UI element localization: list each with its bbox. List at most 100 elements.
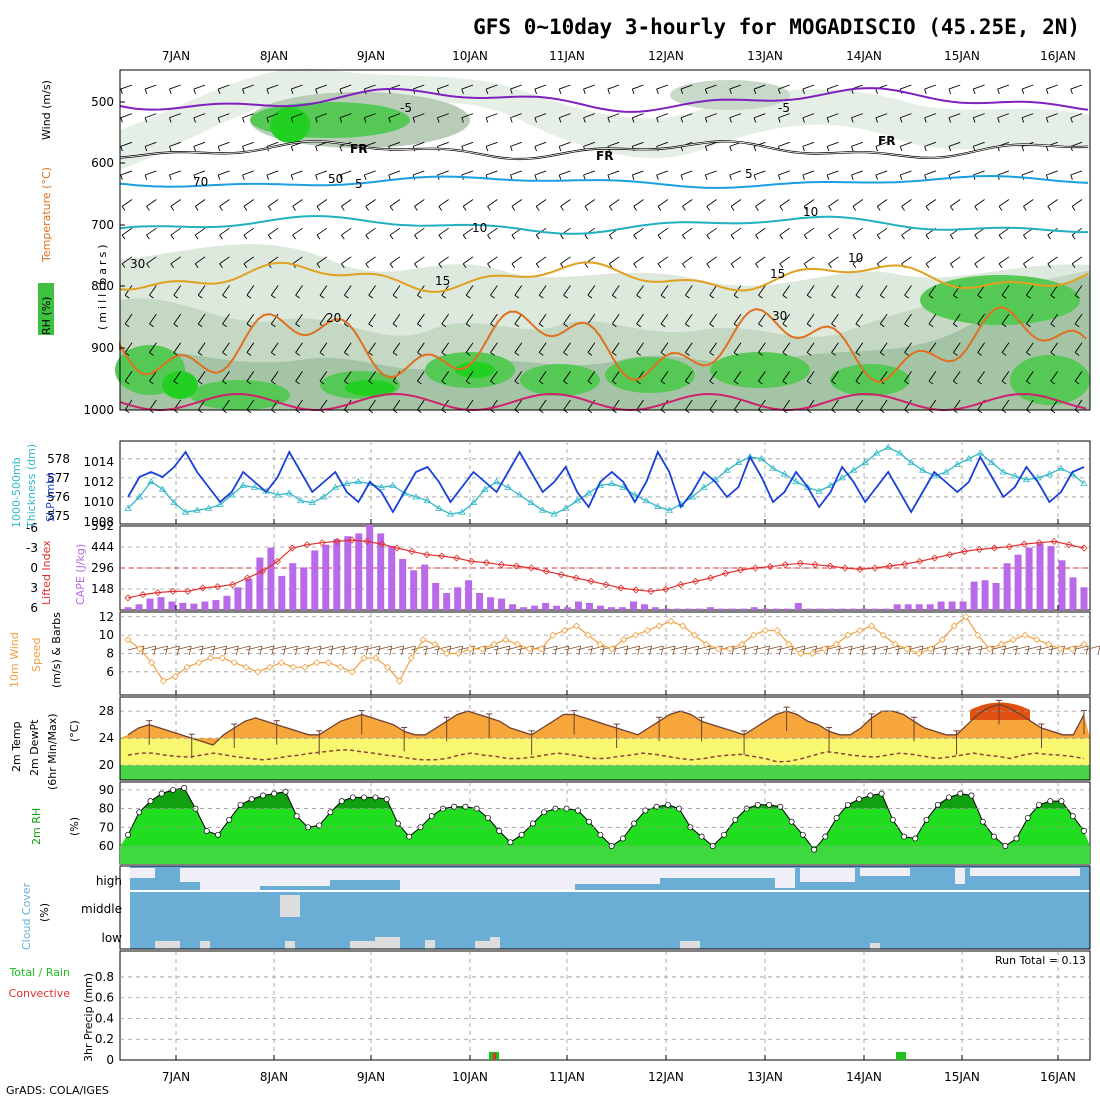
wind-barb-flag xyxy=(315,174,318,180)
wind-barb-flag xyxy=(977,294,983,299)
wind10-speed-point xyxy=(620,636,628,644)
wind-barb-flag xyxy=(924,146,927,152)
wind10-barb xyxy=(694,645,711,651)
wind-barb xyxy=(510,113,522,119)
thickness-point xyxy=(170,498,178,506)
wind-barb-flag xyxy=(953,294,958,299)
wind-barb xyxy=(339,170,352,176)
li-point xyxy=(1035,539,1043,547)
wind10-barb xyxy=(281,645,298,651)
li-point xyxy=(348,536,356,544)
li-point xyxy=(557,571,565,579)
cape-bar xyxy=(772,608,780,610)
wind-barb-flag xyxy=(950,234,954,240)
wind-barb-flag xyxy=(612,380,617,385)
wind-barb-flag xyxy=(485,88,489,94)
wind-barb-flag xyxy=(193,117,196,123)
wind-barb xyxy=(392,399,401,411)
wind-barb-flag xyxy=(704,174,708,180)
wind10-barb xyxy=(753,645,770,651)
rh2m-point xyxy=(574,807,581,814)
wind-barb xyxy=(389,227,401,236)
rh2m-point xyxy=(181,785,188,791)
wind-barb xyxy=(437,84,449,90)
wind10-barb-flag xyxy=(318,645,322,656)
cloud-high-gap xyxy=(660,868,775,878)
wind-barb xyxy=(365,199,376,207)
wind-barb-flag xyxy=(1023,234,1027,240)
wind-barb xyxy=(705,141,717,147)
wind10-speed-point xyxy=(655,622,663,630)
wind-barb-flag xyxy=(120,174,123,180)
wind10-barb-flag xyxy=(613,645,617,656)
rh2m-point xyxy=(215,831,221,838)
wind-barb xyxy=(514,342,523,353)
day-label-bottom: 12JAN xyxy=(648,1070,684,1084)
wind-barb-flag xyxy=(924,174,927,180)
wind-barb xyxy=(778,170,790,176)
wind-barb-flag xyxy=(777,88,781,94)
cape-bar xyxy=(893,604,901,610)
wind10-barb xyxy=(163,645,180,651)
wind-barb xyxy=(120,170,133,176)
thickness-point xyxy=(654,502,662,509)
wind-barb xyxy=(607,170,620,176)
wind-barb xyxy=(417,371,425,382)
rh2m-point xyxy=(777,803,784,810)
cape-bar xyxy=(289,563,297,610)
wind-barb-flag xyxy=(997,117,1000,123)
thickness-point xyxy=(631,491,639,498)
wind-barb xyxy=(977,285,985,296)
wind10-barb-flag xyxy=(1026,645,1030,656)
wind-barb xyxy=(222,313,230,325)
wind-barb-flag xyxy=(339,174,343,180)
wind-barb xyxy=(709,342,717,353)
day-label-top: 15JAN xyxy=(944,49,980,63)
wind10-barb-flag xyxy=(696,645,700,656)
wind10-barb xyxy=(965,645,983,651)
wind10-barb xyxy=(564,645,581,651)
wind-barb-flag xyxy=(124,294,130,299)
wind-barb-flag xyxy=(173,323,179,328)
wind-barb-flag xyxy=(292,206,296,211)
day-label-bottom: 13JAN xyxy=(747,1070,783,1084)
wind10-barb-flag xyxy=(767,645,770,656)
wind-barb xyxy=(583,84,595,90)
li-point xyxy=(677,581,685,589)
wind-barb xyxy=(733,371,742,382)
rh2m-point xyxy=(327,809,334,816)
wind-barb-flag xyxy=(758,352,763,356)
wind-barb-flag xyxy=(243,263,248,269)
precip-label-2: Convective xyxy=(9,987,71,1000)
pressure-tick-label: 1000 xyxy=(83,403,114,417)
wind10-barb-flag xyxy=(778,645,782,656)
top-day-labels: 7JAN 8JAN 9JAN 10JAN 11JAN 12JAN 13JAN 14JAN 15J… xyxy=(162,49,1076,63)
wind10-barb-flag xyxy=(401,645,405,656)
wind10-speed-point xyxy=(1033,636,1041,644)
wind-barb xyxy=(194,227,206,236)
wind-barb-flag xyxy=(608,206,613,211)
cape-bar xyxy=(1025,547,1033,610)
wind-barb xyxy=(782,371,791,382)
wind-barb-flag xyxy=(584,206,589,211)
wind-barb-flag xyxy=(901,234,905,240)
wind10-speed-point xyxy=(478,645,486,653)
wind-barb-flag xyxy=(899,146,903,152)
li-point xyxy=(512,562,520,570)
li-point xyxy=(796,559,804,567)
thickness-point xyxy=(343,479,351,486)
wind-barb-flag xyxy=(344,323,349,328)
wind-barb-flag xyxy=(120,117,123,123)
wind-barb xyxy=(682,227,693,236)
wind-barb xyxy=(538,313,547,325)
rh2m-point xyxy=(316,822,323,829)
wind-barb-flag xyxy=(608,263,613,269)
wind-barb-flag xyxy=(1045,146,1049,152)
wind-barb-flag xyxy=(193,88,196,94)
wind-barb xyxy=(680,113,693,119)
temp-label: Temperature (°C) xyxy=(40,167,53,263)
thickness-point xyxy=(585,489,593,496)
wind-barb-flag xyxy=(733,380,739,385)
thickness-point xyxy=(446,510,455,517)
